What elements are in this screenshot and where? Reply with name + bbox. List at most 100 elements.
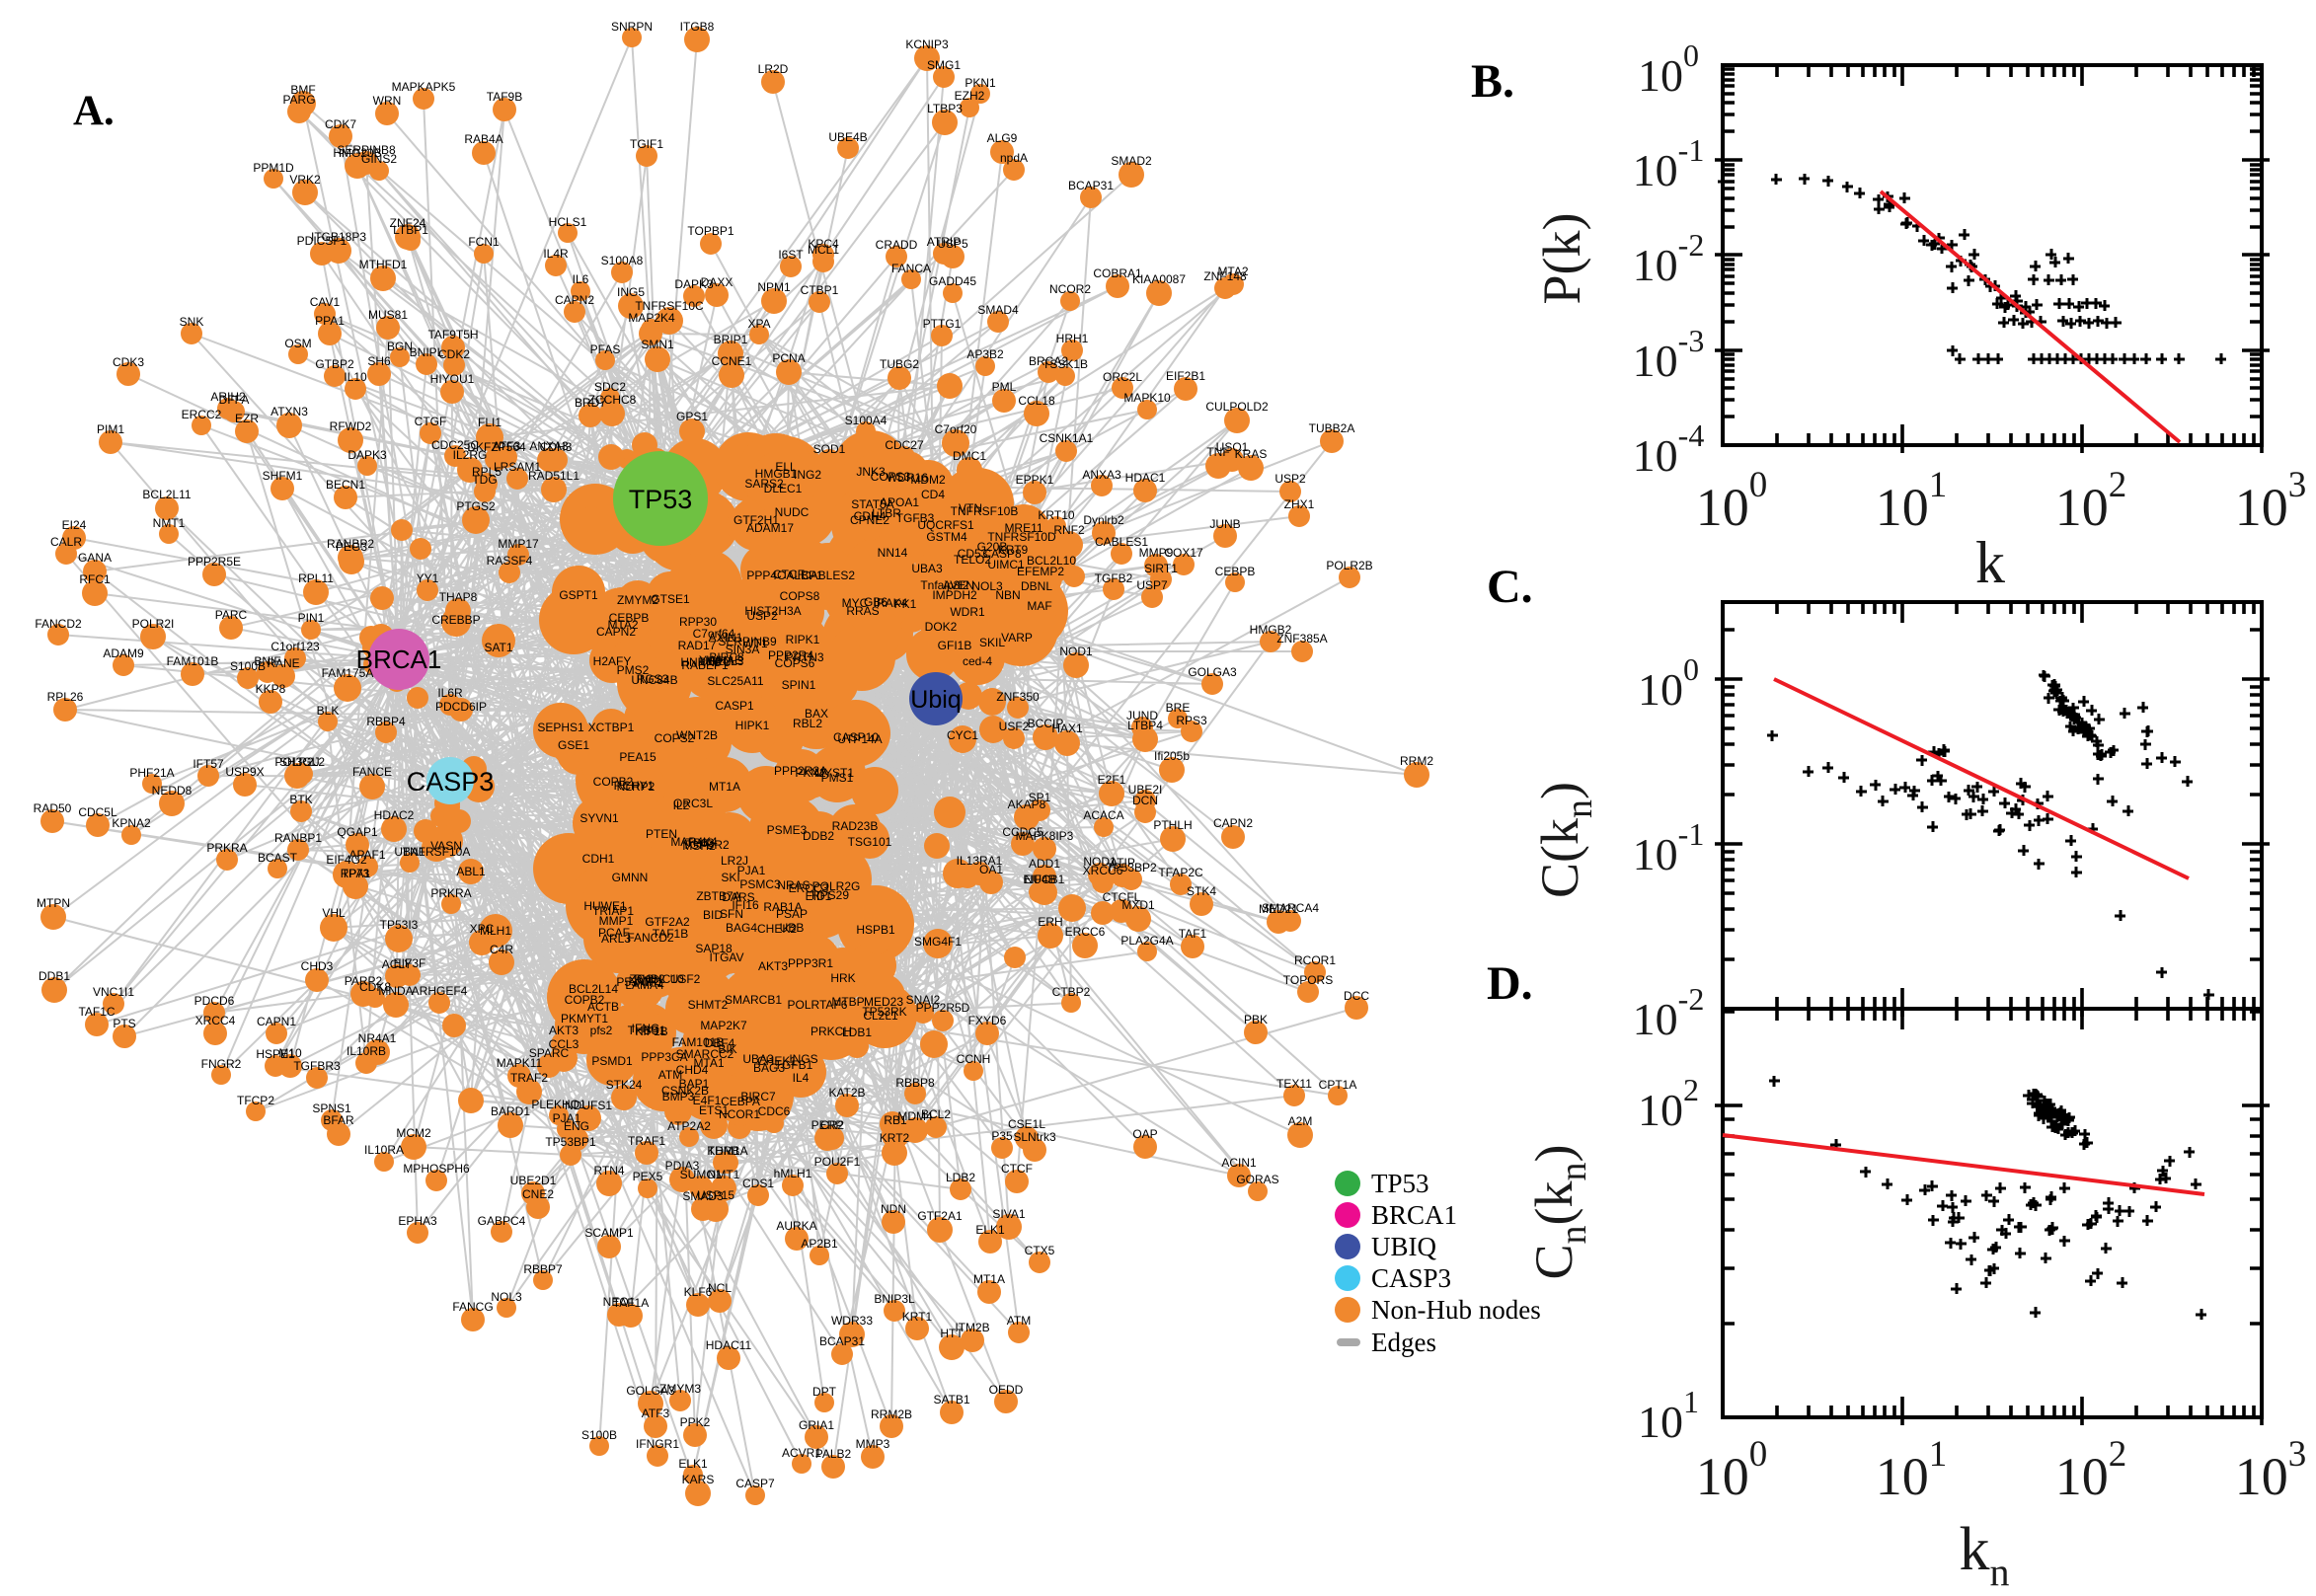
svg-text:ARIH2: ARIH2	[210, 390, 246, 404]
svg-text:TP53BP2: TP53BP2	[1106, 861, 1157, 874]
svg-text:RASSF4: RASSF4	[487, 554, 533, 568]
svg-text:FXYD6: FXYD6	[968, 1014, 1007, 1027]
svg-text:BCAP31: BCAP31	[1068, 179, 1114, 192]
svg-text:NEO1: NEO1	[603, 1295, 636, 1309]
svg-text:ced-4: ced-4	[963, 654, 992, 668]
svg-text:PK1: PK1	[894, 597, 917, 611]
svg-text:STAT5A: STAT5A	[851, 497, 894, 511]
svg-text:B.: B.	[1471, 55, 1514, 108]
svg-text:MUS81: MUS81	[368, 308, 408, 322]
svg-text:SMG4F1: SMG4F1	[914, 935, 962, 949]
svg-text:LR2J: LR2J	[721, 854, 748, 868]
svg-text:TP53I3: TP53I3	[380, 918, 419, 932]
svg-text:SLNtrk3: SLNtrk3	[1013, 1130, 1056, 1144]
svg-text:USP9X: USP9X	[225, 765, 264, 779]
svg-text:ERH: ERH	[1038, 915, 1062, 929]
svg-text:DDB1: DDB1	[39, 969, 70, 983]
svg-text:SAP18: SAP18	[695, 942, 733, 955]
svg-text:TUBG2: TUBG2	[880, 357, 919, 371]
svg-text:POLRTAF6: POLRTAF6	[788, 998, 848, 1012]
svg-text:UBE2D1: UBE2D1	[510, 1174, 557, 1187]
svg-text:I6ST: I6ST	[778, 248, 804, 262]
svg-text:PPP3CA: PPP3CA	[641, 1050, 687, 1064]
svg-text:HUWE1: HUWE1	[583, 899, 627, 913]
svg-text:CHD4: CHD4	[676, 1063, 709, 1077]
svg-text:SMG1: SMG1	[927, 58, 961, 72]
svg-text:KIF1B: KIF1B	[635, 1025, 667, 1038]
svg-text:PPK2: PPK2	[680, 1415, 711, 1429]
svg-text:TOPORS: TOPORS	[1283, 973, 1333, 987]
svg-text:pfs2: pfs2	[590, 1024, 613, 1037]
svg-text:PDIA3: PDIA3	[665, 1159, 700, 1173]
svg-text:COPS2: COPS2	[655, 731, 695, 745]
svg-text:NOD1: NOD1	[1059, 645, 1093, 658]
svg-text:SERPINB9: SERPINB9	[718, 635, 777, 648]
svg-text:MCL1: MCL1	[808, 243, 839, 257]
svg-text:PMS1: PMS1	[821, 771, 854, 785]
svg-text:ING2: ING2	[794, 468, 821, 482]
svg-text:TRIAP1: TRIAP1	[592, 904, 634, 918]
svg-text:DBNL: DBNL	[1021, 579, 1052, 593]
svg-text:RPS29: RPS29	[811, 888, 849, 902]
svg-text:FANCD2: FANCD2	[35, 617, 82, 631]
svg-text:PPP2R5E: PPP2R5E	[188, 555, 241, 569]
svg-text:CTCF: CTCF	[1001, 1162, 1033, 1176]
svg-text:IL2RG: IL2RG	[453, 448, 488, 462]
svg-text:APAF1: APAF1	[348, 848, 385, 862]
svg-text:SEPHS1: SEPHS1	[537, 721, 584, 734]
svg-text:COPS8: COPS8	[780, 589, 820, 603]
svg-text:YWHAE: YWHAE	[699, 653, 742, 667]
svg-text:ORC2L: ORC2L	[1103, 370, 1142, 384]
svg-text:IRAK4: IRAK4	[874, 596, 908, 610]
svg-text:KKP8: KKP8	[256, 682, 286, 696]
svg-text:MTBP: MTBP	[831, 995, 864, 1009]
svg-text:BRD7: BRD7	[575, 396, 606, 410]
svg-text:BAP1: BAP1	[679, 1077, 710, 1091]
svg-text:BARD1: BARD1	[491, 1104, 530, 1118]
svg-text:THRB: THRB	[708, 1144, 740, 1158]
svg-text:INGS: INGS	[789, 1052, 817, 1066]
svg-text:C7orf64: C7orf64	[693, 627, 735, 641]
svg-text:RBBP8: RBBP8	[895, 1076, 935, 1090]
svg-text:PTGS2: PTGS2	[456, 499, 496, 513]
svg-text:PML: PML	[992, 380, 1017, 394]
svg-text:GSTM4: GSTM4	[926, 530, 967, 544]
svg-text:TGIF1: TGIF1	[630, 137, 663, 151]
svg-text:OA1: OA1	[979, 863, 1003, 876]
svg-text:CDH4: CDH4	[854, 509, 887, 523]
svg-text:CDC25C: CDC25C	[431, 438, 479, 452]
svg-text:UBE2L3: UBE2L3	[700, 654, 744, 668]
svg-text:TNFRSF10B: TNFRSF10B	[951, 504, 1019, 518]
svg-text:BRE: BRE	[1166, 701, 1191, 715]
svg-text:BAG3: BAG3	[753, 1061, 785, 1075]
svg-text:NMT1: NMT1	[708, 1168, 740, 1181]
svg-text:CCL18: CCL18	[1018, 394, 1055, 408]
svg-text:CNE2: CNE2	[522, 1187, 554, 1201]
svg-text:POLR2I: POLR2I	[132, 617, 175, 631]
svg-text:KRT1: KRT1	[902, 1310, 933, 1324]
svg-text:NDN: NDN	[881, 1202, 906, 1216]
svg-text:PLEKHO1: PLEKHO1	[531, 1098, 586, 1111]
svg-text:KRT10: KRT10	[1038, 508, 1074, 522]
svg-text:UBA3: UBA3	[742, 1052, 774, 1066]
svg-text:IFNG: IFNG	[632, 1022, 660, 1035]
svg-text:IL10RB: IL10RB	[347, 1044, 386, 1058]
svg-text:PDCD6IP: PDCD6IP	[435, 700, 487, 714]
svg-text:PARC: PARC	[215, 608, 248, 622]
svg-text:TOPBP1: TOPBP1	[687, 224, 733, 238]
svg-text:FAM101B: FAM101B	[672, 1035, 725, 1049]
svg-text:TNFRSF10C: TNFRSF10C	[635, 299, 704, 313]
svg-text:CCNH: CCNH	[957, 1052, 991, 1066]
svg-text:TELO2: TELO2	[954, 553, 991, 567]
svg-text:BCL2L11: BCL2L11	[142, 488, 191, 501]
svg-text:PIM1: PIM1	[97, 422, 124, 436]
svg-text:MMP17: MMP17	[498, 537, 539, 551]
svg-text:UQCRFS1: UQCRFS1	[917, 518, 974, 532]
svg-text:PEA15: PEA15	[619, 750, 656, 764]
svg-text:PERP: PERP	[811, 1118, 844, 1132]
svg-text:ADAM9: ADAM9	[103, 646, 144, 660]
svg-text:ZCCHC8: ZCCHC8	[588, 393, 637, 407]
svg-text:BCCIP: BCCIP	[1028, 717, 1064, 730]
svg-text:MED23: MED23	[864, 995, 903, 1009]
svg-text:SNRPN: SNRPN	[611, 20, 653, 34]
